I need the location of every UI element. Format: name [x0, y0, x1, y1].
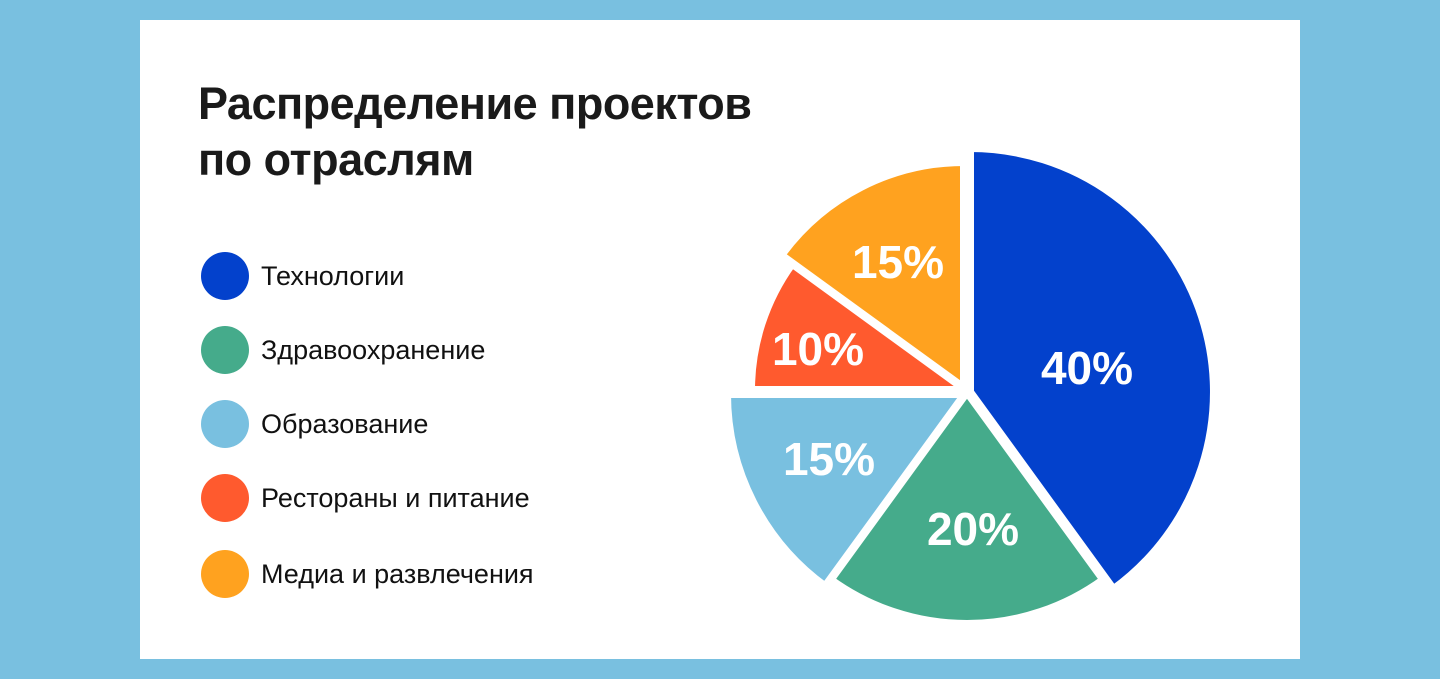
legend-item-healthcare: Здравоохранение	[201, 326, 534, 374]
chart-title-line-2: по отраслям	[198, 134, 474, 185]
pie-label-education: 15%	[783, 433, 875, 485]
legend-item-restaurants: Рестораны и питание	[201, 474, 534, 522]
legend-swatch-restaurants	[201, 474, 249, 522]
legend-label: Медиа и развлечения	[261, 558, 534, 589]
legend-label: Образование	[261, 408, 429, 439]
legend-swatch-healthcare	[201, 326, 249, 374]
pie-slice-education	[723, 390, 969, 591]
legend-item-technology: Технологии	[201, 252, 534, 300]
pie-label-media: 15%	[852, 236, 944, 288]
legend-swatch-education	[201, 400, 249, 448]
pie-label-healthcare: 20%	[927, 503, 1019, 555]
chart-legend: Технологии Здравоохранение Образование Р…	[201, 252, 534, 624]
pie-slice-technology	[966, 144, 1218, 594]
legend-label: Рестораны и питание	[261, 482, 530, 513]
chart-title: Распределение проектов по отраслям	[198, 76, 838, 188]
chart-title-line-1: Распределение проектов	[198, 78, 752, 129]
legend-label: Технологии	[261, 260, 405, 291]
legend-item-media: Медиа и развлечения	[201, 550, 534, 598]
pie-slice-restaurants	[747, 259, 970, 394]
legend-swatch-technology	[201, 252, 249, 300]
legend-swatch-media	[201, 550, 249, 598]
pie-label-restaurants: 10%	[772, 323, 864, 375]
pie-slice-media	[777, 158, 968, 392]
pie-slice-healthcare	[826, 388, 1108, 628]
legend-label: Здравоохранение	[261, 334, 486, 365]
pie-label-technology: 40%	[1041, 342, 1133, 394]
legend-item-education: Образование	[201, 400, 534, 448]
